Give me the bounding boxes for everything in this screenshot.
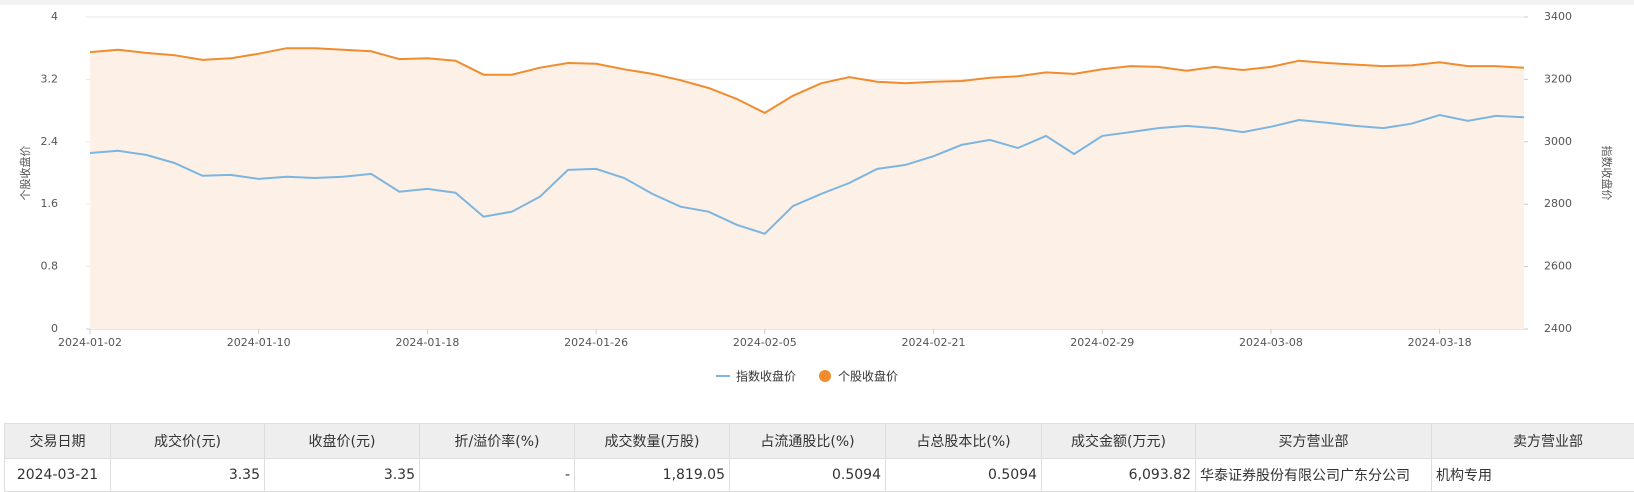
x-tick-label: 2024-02-21: [902, 336, 966, 349]
table-cell: 3.35: [264, 458, 420, 492]
y2-tick-label: 2800: [1544, 197, 1572, 210]
y2-tick-label: 3400: [1544, 10, 1572, 23]
y-tick-label: 4: [51, 10, 58, 23]
y-tick-label: 0: [51, 322, 58, 335]
x-tick-label: 2024-01-18: [395, 336, 459, 349]
y2-tick-label: 3000: [1544, 135, 1572, 148]
y2-axis-title: 指数收盘价: [1600, 146, 1614, 201]
table-header: 收盘价(元): [264, 423, 420, 459]
x-tick-label: 2024-02-29: [1070, 336, 1134, 349]
x-tick-label: 2024-01-10: [227, 336, 291, 349]
table-header: 买方营业部: [1195, 423, 1432, 459]
y-tick-label: 3.2: [41, 72, 59, 85]
legend-label: 指数收盘价: [736, 369, 796, 384]
y2-tick-label: 3200: [1544, 72, 1572, 85]
x-tick-label: 2024-01-02: [58, 336, 122, 349]
x-tick-label: 2024-03-18: [1408, 336, 1472, 349]
y-tick-label: 0.8: [41, 260, 59, 273]
chart: 个股收盘价 指数收盘价 0 0.8 1.6 2.4 3.2 4 2400 2600 2800 30…: [0, 0, 1634, 384]
y-tick-label: 2.4: [41, 135, 59, 148]
table-cell: 0.5094: [885, 458, 1042, 492]
table-cell: 1,819.05: [574, 458, 730, 492]
y-axis-title: 个股收盘价: [18, 146, 32, 201]
table-header: 成交数量(万股): [574, 423, 730, 459]
x-tick-label: 2024-03-08: [1239, 336, 1303, 349]
series-line: [89, 47, 1525, 115]
table-header: 折/溢价率(%): [419, 423, 575, 459]
y-tick-label: 1.6: [41, 197, 59, 210]
y2-tick-label: 2600: [1544, 260, 1572, 273]
table-header: 占总股本比(%): [885, 423, 1042, 459]
trade-table: 交易日期 成交价(元) 收盘价(元) 折/溢价率(%) 成交数量(万股) 占流通股比(%)…: [4, 423, 1634, 492]
table-cell: 机构专用: [1431, 458, 1634, 492]
table-header: 卖方营业部: [1431, 423, 1634, 459]
series-line: [89, 113, 1525, 235]
table-cell: 0.5094: [729, 458, 886, 492]
table-cell: 3.35: [110, 458, 265, 492]
x-tick-label: 2024-02-05: [733, 336, 797, 349]
table-cell: 6,093.82: [1041, 458, 1196, 492]
table-row: 2024-03-21 3.35 3.35-1,819.05 0.5094 0.5094 6…: [4, 458, 1634, 492]
table-header: 交易日期: [4, 423, 111, 459]
table-header: 占流通股比(%): [729, 423, 886, 459]
table-header: 成交金额(万元): [1041, 423, 1196, 459]
table-header: 成交价(元): [110, 423, 265, 459]
table-cell: -: [419, 458, 575, 492]
top-strip: [0, 0, 1634, 5]
area: [90, 48, 1524, 329]
y2-tick-label: 2400: [1544, 322, 1572, 335]
legend-marker: [819, 370, 832, 382]
x-tick-label: 2024-01-26: [564, 336, 628, 349]
legend-label: 个股收盘价: [838, 369, 898, 384]
table-cell: 华泰证券股份有限公司广东分公司: [1195, 458, 1432, 492]
table-cell: 2024-03-21: [4, 458, 111, 492]
